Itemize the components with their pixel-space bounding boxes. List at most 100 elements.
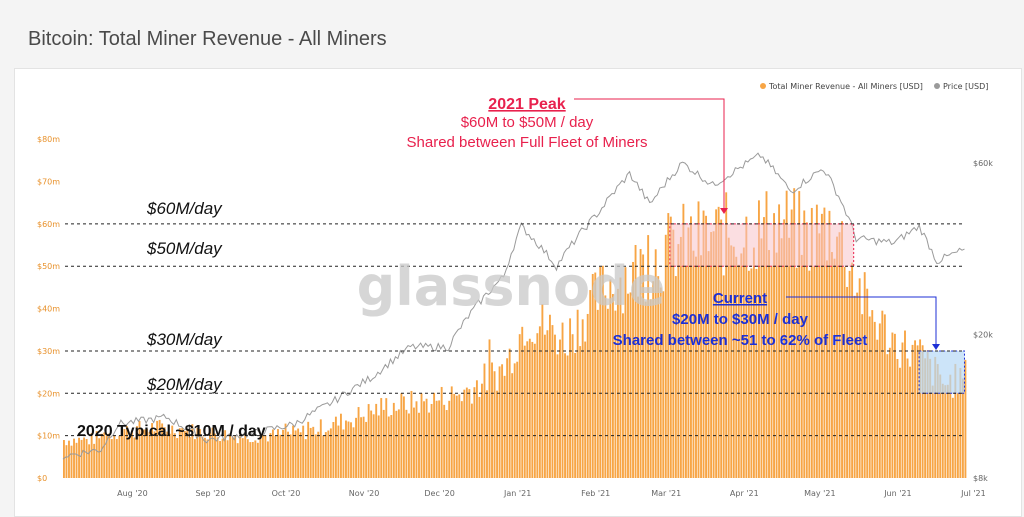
revenue-bar [448, 400, 451, 478]
revenue-bar [841, 221, 843, 479]
revenue-bar [128, 436, 131, 478]
revenue-bar [632, 261, 634, 478]
revenue-bar [319, 419, 322, 478]
revenue-bar [95, 431, 98, 478]
revenue-bar [954, 363, 957, 478]
revenue-bar [375, 403, 378, 478]
revenue-bar [68, 440, 70, 478]
revenue-bar [601, 265, 604, 478]
revenue-bar [931, 385, 934, 478]
revenue-bar [362, 416, 365, 478]
legend-revenue-label[interactable]: Total Miner Revenue - All Miners [USD] [768, 82, 923, 91]
revenue-bar [120, 431, 123, 478]
peak-region-box [669, 223, 855, 267]
revenue-bar [125, 426, 128, 478]
revenue-bar [342, 429, 345, 478]
revenue-bar [78, 437, 80, 478]
revenue-bar [327, 430, 330, 478]
legend-price-label[interactable]: Price [USD] [943, 82, 988, 91]
legend-revenue-swatch [760, 83, 766, 89]
revenue-bar [491, 362, 493, 478]
revenue-bar [644, 301, 647, 478]
revenue-bar [395, 410, 398, 478]
peak-line2: Shared between Full Fleet of Miners [407, 134, 648, 151]
revenue-bar [166, 431, 169, 478]
revenue-bar [543, 334, 546, 478]
revenue-bar [677, 244, 680, 478]
revenue-bar [624, 267, 627, 478]
revenue-bar [725, 192, 728, 478]
glassnode-watermark: glassnode [357, 255, 666, 318]
revenue-bar [717, 206, 720, 478]
revenue-bar [785, 190, 788, 478]
legend: Total Miner Revenue - All Miners [USD] P… [760, 82, 988, 91]
revenue-bar [921, 345, 924, 478]
revenue-bar [672, 229, 675, 478]
revenue-bar [833, 258, 836, 478]
revenue-bar [392, 402, 395, 478]
y-tick-label: $0 [37, 474, 47, 483]
revenue-bar [365, 421, 368, 478]
revenue-bar [616, 288, 619, 478]
peak-arrow-head [720, 208, 728, 214]
revenue-bar [735, 256, 738, 478]
revenue-bar [511, 373, 514, 478]
revenue-bar [443, 404, 446, 478]
revenue-bar [904, 330, 906, 478]
revenue-bar [430, 403, 433, 478]
revenue-bar [800, 254, 803, 478]
revenue-bar [337, 425, 340, 478]
x-tick-label: Dec '20 [424, 489, 454, 498]
revenue-bar [266, 441, 269, 478]
revenue-bar [813, 266, 816, 478]
revenue-bar [637, 296, 640, 478]
revenue-bar [533, 343, 536, 478]
revenue-bar [345, 420, 347, 478]
revenue-bar [551, 325, 554, 478]
revenue-bar [848, 270, 851, 478]
revenue-bar [929, 358, 932, 478]
revenue-bar [219, 441, 222, 478]
revenue-bar [581, 319, 584, 478]
legend-price-swatch [934, 83, 940, 89]
revenue-bar [566, 355, 569, 478]
revenue-bar [279, 434, 282, 478]
revenue-bar [294, 430, 297, 478]
current-region-box [918, 350, 965, 394]
revenue-bar [604, 295, 607, 478]
revenue-bar [93, 443, 96, 478]
revenue-bar [153, 431, 156, 478]
revenue-bar [851, 262, 854, 478]
y-tick-label: $70m [37, 178, 60, 187]
revenue-bar [435, 400, 438, 478]
revenue-bar [312, 426, 315, 478]
revenue-bar [513, 363, 516, 478]
revenue-bar [496, 390, 499, 478]
x-tick-label: Aug '20 [117, 489, 148, 498]
revenue-bar [355, 417, 357, 478]
revenue-bar [521, 326, 524, 478]
revenue-bar [178, 428, 181, 478]
revenue-bar [702, 210, 705, 478]
revenue-bar [239, 436, 242, 478]
revenue-bar [277, 429, 279, 478]
revenue-bar [297, 428, 300, 478]
revenue-bar [415, 401, 418, 478]
revenue-bar [269, 433, 272, 478]
revenue-bar [377, 415, 380, 478]
price-line [62, 152, 965, 460]
revenue-bars [63, 188, 967, 479]
revenue-bar [274, 435, 277, 478]
revenue-bar [745, 216, 748, 478]
revenue-bar [141, 429, 143, 478]
revenue-bar [642, 254, 645, 478]
x-axis-ticks: Aug '20 Sep '20 Oct '20 Nov '20 Dec '20 Jan '… [117, 489, 986, 498]
revenue-bar [324, 432, 327, 478]
current-arrow [786, 296, 937, 349]
revenue-bar [385, 398, 388, 478]
y-tick-label: $50m [37, 262, 60, 271]
revenue-bar [599, 266, 602, 478]
revenue-bar [576, 309, 579, 478]
revenue-bar [390, 415, 393, 478]
revenue-bar [674, 276, 677, 478]
